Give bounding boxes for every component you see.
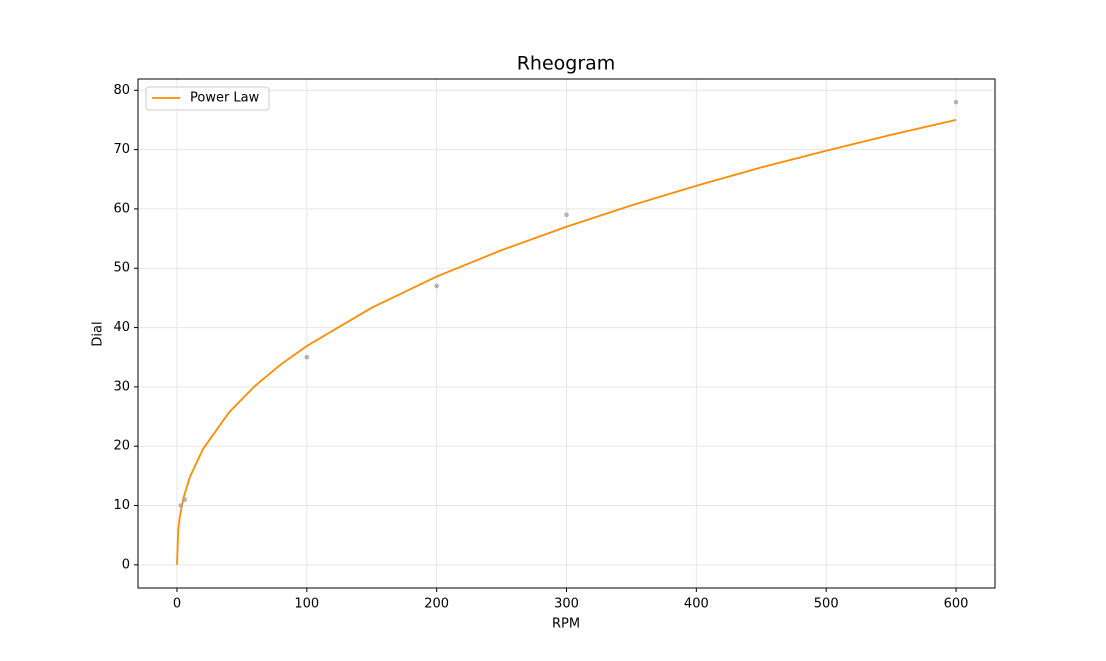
scatter-point (304, 354, 310, 360)
x-tick-label: 100 (294, 597, 319, 612)
line (176, 119, 957, 565)
y-axis-label: Dial (91, 321, 106, 346)
x-axis-label: RPM (552, 617, 580, 632)
scatter-point (434, 283, 439, 289)
x-tick-label: 600 (944, 597, 969, 612)
y-tick-label: 10 (113, 498, 130, 513)
y-tick-label: 60 (113, 201, 130, 216)
y-tick-label: 20 (113, 439, 130, 454)
plot-frame (137, 78, 996, 589)
x-tick-label: 0 (173, 597, 181, 612)
y-tick-label: 30 (113, 379, 130, 394)
x-tick-label: 200 (424, 597, 449, 612)
x-tick-label: 400 (684, 597, 709, 612)
scatter-point (178, 503, 184, 508)
x-tick-label: 300 (554, 597, 579, 612)
y-tick-label: 80 (113, 83, 130, 98)
scatter-point (182, 497, 188, 502)
x-tick-label: 500 (814, 597, 839, 612)
legend-label: Power Law (190, 91, 260, 106)
legend-box (145, 86, 270, 111)
scatter-point (564, 212, 569, 218)
chart-title: Rheogram (517, 53, 616, 75)
y-tick-label: 40 (113, 320, 130, 335)
y-tick-label: 50 (113, 261, 130, 276)
y-tick-label: 0 (122, 557, 130, 572)
scatter-point (953, 99, 959, 105)
y-tick-label: 70 (113, 142, 130, 157)
